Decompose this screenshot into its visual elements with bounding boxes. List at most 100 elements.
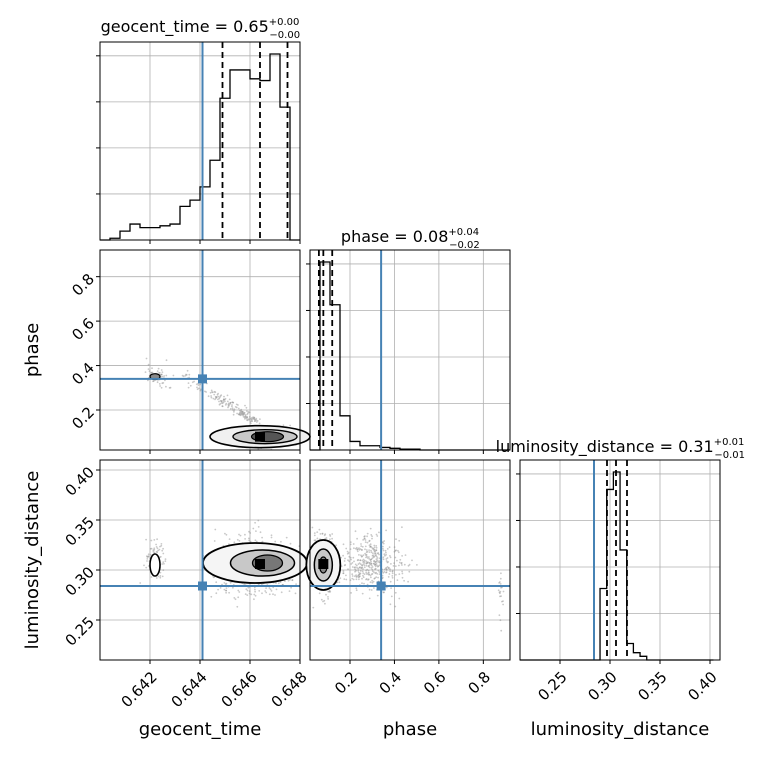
scatter-point (228, 591, 231, 594)
scatter-point (217, 398, 219, 401)
scatter-point (246, 419, 248, 421)
scatter-point (374, 552, 376, 555)
scatter-point (369, 574, 372, 577)
scatter-point (348, 560, 351, 563)
scatter-point (502, 600, 504, 602)
scatter-point (228, 543, 230, 545)
scatter-point (389, 603, 392, 606)
scatter-point (216, 393, 219, 396)
scatter-point (385, 560, 388, 562)
scatter-point (248, 418, 251, 421)
scatter-point (161, 375, 164, 378)
scatter-point (321, 533, 324, 535)
scatter-point (324, 533, 327, 536)
scatter-point (401, 555, 403, 557)
histogram-geocent_time (100, 53, 300, 241)
scatter-point (416, 564, 418, 566)
scatter-point (370, 549, 372, 552)
scatter-point (241, 412, 244, 414)
panel-title-text: luminosity_distance = 0.31+0.01 (496, 437, 745, 457)
scatter-point (240, 413, 243, 416)
scatter-point (357, 559, 360, 561)
scatter-point (397, 551, 400, 554)
scatter-point (353, 566, 356, 569)
scatter-point (355, 589, 358, 592)
scatter-point (350, 563, 353, 565)
scatter-point (243, 583, 246, 585)
scatter-point (500, 586, 502, 589)
scatter-point (362, 576, 365, 579)
scatter-point (389, 570, 391, 573)
scatter-point (381, 574, 384, 577)
scatter-point (244, 538, 247, 540)
scatter-point (499, 595, 501, 598)
scatter-point (248, 411, 251, 414)
scatter-point (150, 371, 153, 374)
tick-label-y: 0.4 (68, 359, 98, 389)
scatter-point (240, 408, 243, 411)
scatter-point (258, 590, 261, 592)
scatter-point (243, 413, 246, 415)
scatter-point (288, 590, 291, 592)
scatter-point (373, 549, 375, 551)
scatter-point (382, 545, 384, 548)
scatter-point (245, 588, 248, 591)
scatter-point (401, 526, 403, 529)
contour-secondary (149, 553, 161, 577)
density-layer (139, 357, 505, 632)
scatter-point (349, 541, 352, 543)
scatter-point (499, 583, 502, 585)
scatter-point (219, 402, 222, 405)
panel-frame (309, 459, 511, 661)
scatter-point (343, 564, 346, 567)
scatter-point (394, 549, 397, 552)
scatter-point (246, 589, 249, 592)
scatter-point (159, 575, 162, 577)
scatter-point (367, 572, 370, 574)
scatter-point (158, 371, 161, 374)
scatter-point (357, 574, 360, 577)
scatter-point (370, 589, 373, 591)
scatter-point (156, 538, 159, 541)
scatter-point (246, 416, 249, 418)
scatter-point (365, 571, 368, 574)
scatter-point (285, 536, 288, 539)
scatter-point (382, 542, 385, 545)
scatter-point (269, 588, 272, 591)
scatter-point (213, 393, 216, 396)
scatter-point (222, 399, 225, 402)
scatter-point (364, 539, 367, 541)
scatter-point (382, 547, 384, 550)
scatter-point (389, 568, 391, 570)
scatter-point (390, 563, 392, 565)
tick-label-x: 0.30 (584, 668, 620, 704)
scatter-point (375, 571, 377, 574)
scatter-point (385, 569, 388, 571)
scatter-point (324, 602, 326, 605)
scatter-point (319, 533, 322, 535)
scatter-point (375, 545, 378, 547)
scatter-point (205, 391, 208, 393)
scatter-point (261, 592, 263, 595)
scatter-point (150, 576, 153, 578)
scatter-point (255, 530, 257, 532)
scatter-point (361, 559, 364, 562)
scatter-point (146, 558, 149, 560)
scatter-point (363, 559, 366, 562)
scatter-point (376, 564, 378, 567)
scatter-point (254, 590, 256, 593)
scatter-point (233, 541, 236, 544)
scatter-point (241, 413, 244, 416)
scatter-point (243, 416, 246, 419)
scatter-point (373, 571, 375, 574)
scatter-point (363, 566, 366, 569)
scatter-point (249, 422, 252, 425)
scatter-point (277, 582, 280, 585)
scatter-point (161, 371, 164, 373)
scatter-point (229, 403, 231, 405)
scatter-point (295, 583, 297, 585)
scatter-point (391, 576, 394, 579)
scatter-point (361, 549, 363, 551)
tick-label-y: 0.35 (62, 513, 98, 549)
scatter-point (346, 550, 349, 553)
